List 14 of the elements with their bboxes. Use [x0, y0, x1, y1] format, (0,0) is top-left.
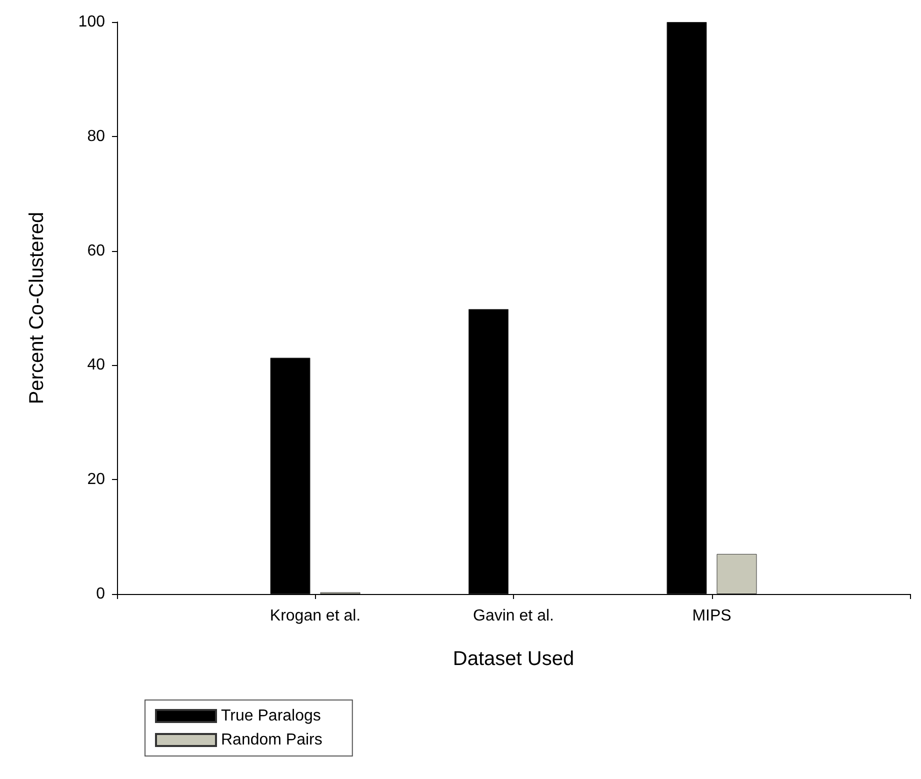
y-tick-label: 0: [96, 586, 106, 602]
y-tick-label: 20: [87, 471, 106, 488]
bar: [716, 554, 757, 594]
legend-label: True Paralogs: [221, 708, 321, 724]
x-tick-label: MIPS: [692, 608, 732, 624]
x-axis-title: Dataset Used: [452, 648, 574, 670]
y-axis-title: Percent Co-Clustered: [26, 212, 48, 404]
y-tick-label: 80: [87, 128, 106, 145]
x-tick-label: Gavin et al.: [473, 608, 554, 624]
legend-label: Random Pairs: [221, 732, 322, 748]
y-tick-label: 100: [78, 14, 106, 30]
y-tick-label: 40: [87, 356, 106, 374]
y-tick-label: 60: [87, 242, 106, 260]
x-tick-label: Krogan et al.: [270, 608, 361, 624]
